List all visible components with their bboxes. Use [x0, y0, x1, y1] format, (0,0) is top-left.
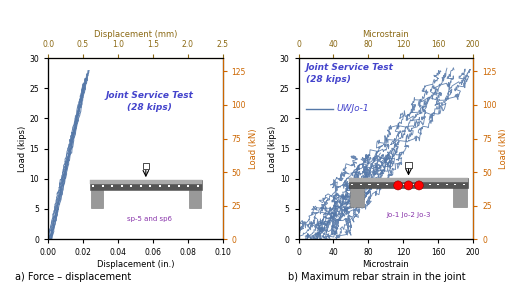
Bar — [453, 184, 456, 185]
Bar — [436, 184, 438, 185]
Bar — [428, 184, 430, 185]
Circle shape — [414, 181, 423, 190]
Bar — [91, 190, 103, 208]
Bar — [92, 185, 94, 187]
Text: sp-5 and sp6: sp-5 and sp6 — [127, 216, 172, 222]
Bar — [111, 185, 113, 187]
Bar — [90, 180, 201, 190]
Bar — [187, 185, 189, 187]
Bar — [188, 190, 200, 208]
Bar — [350, 184, 352, 185]
Text: UWJo-1: UWJo-1 — [336, 104, 369, 113]
Bar — [102, 185, 104, 187]
Bar — [452, 188, 466, 207]
Bar — [139, 185, 141, 187]
Bar — [348, 179, 467, 188]
X-axis label: Microstrain: Microstrain — [362, 260, 409, 269]
Bar — [462, 184, 464, 185]
Bar — [411, 184, 413, 185]
Bar — [196, 185, 198, 187]
Bar — [149, 185, 151, 187]
Y-axis label: Load (kips): Load (kips) — [18, 125, 26, 172]
Circle shape — [393, 181, 401, 190]
Bar — [120, 185, 123, 187]
X-axis label: Displacement (in.): Displacement (in.) — [96, 260, 174, 269]
Text: Joint Service Test
(28 kips): Joint Service Test (28 kips) — [105, 91, 193, 112]
Bar — [130, 185, 132, 187]
Bar — [402, 184, 404, 185]
Circle shape — [403, 181, 412, 190]
Bar — [393, 184, 395, 185]
Text: Jo-1 Jo-2 Jo-3: Jo-1 Jo-2 Jo-3 — [385, 212, 430, 218]
Text: b) Maximum rebar strain in the joint: b) Maximum rebar strain in the joint — [287, 272, 465, 282]
Bar — [168, 185, 170, 187]
Bar — [385, 184, 387, 185]
Bar — [359, 184, 361, 185]
Bar — [90, 180, 201, 184]
Bar — [159, 185, 161, 187]
Bar — [376, 184, 378, 185]
Y-axis label: Load (kN): Load (kN) — [248, 128, 258, 169]
Bar — [177, 185, 179, 187]
Bar — [445, 184, 447, 185]
X-axis label: Microstrain: Microstrain — [362, 30, 409, 39]
Text: a) Force – displacement: a) Force – displacement — [15, 272, 131, 282]
Bar — [142, 163, 148, 170]
Y-axis label: Load (kN): Load (kN) — [498, 128, 505, 169]
Bar — [349, 188, 363, 207]
Text: Joint Service Test
(28 kips): Joint Service Test (28 kips) — [305, 63, 392, 84]
Bar — [419, 184, 421, 185]
X-axis label: Displacement (mm): Displacement (mm) — [93, 30, 177, 39]
Bar — [348, 179, 467, 183]
Y-axis label: Load (kips): Load (kips) — [268, 125, 276, 172]
Bar — [368, 184, 370, 185]
Bar — [404, 162, 412, 168]
